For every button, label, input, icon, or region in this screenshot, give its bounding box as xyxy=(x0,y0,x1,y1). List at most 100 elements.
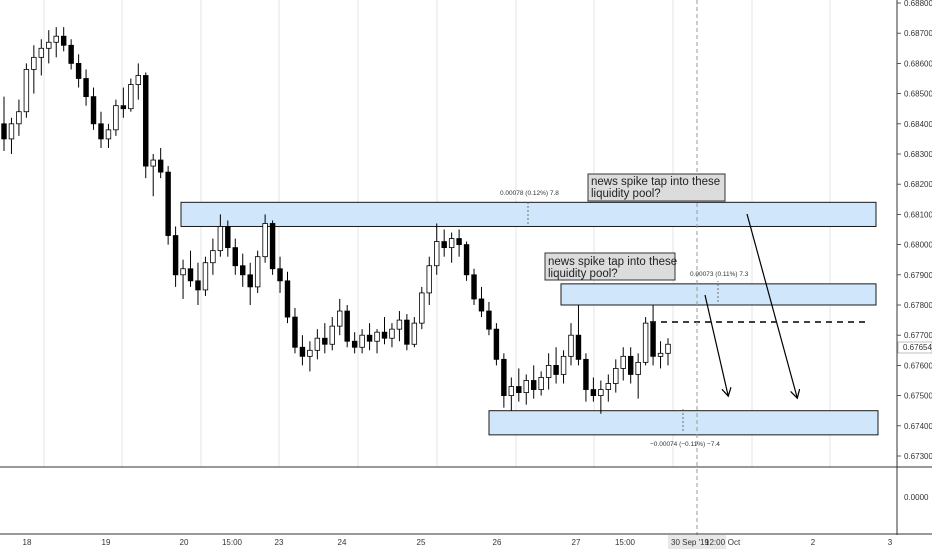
candle xyxy=(105,123,112,148)
candle-body xyxy=(225,226,231,249)
time-tick-label: 19 xyxy=(102,538,111,547)
price-tick-label: 0.68100 xyxy=(904,210,932,219)
price-tick-label: 0.68600 xyxy=(904,59,932,68)
candle xyxy=(269,220,276,275)
candle xyxy=(344,305,350,348)
candle xyxy=(426,256,432,305)
crosshair-time-highlight xyxy=(668,535,726,549)
candle-body xyxy=(463,244,470,276)
candle xyxy=(254,250,261,293)
measure-middle-label: 0.00073 (0.11%) 7.3 xyxy=(690,271,749,278)
annotation-label-upper[interactable]: news spike tap into these liquidity pool… xyxy=(587,173,726,202)
current-price-label: 0.67654 xyxy=(903,343,932,352)
time-tick-label: 23 xyxy=(275,538,284,547)
candle-body xyxy=(665,343,671,354)
candle-body xyxy=(411,322,418,345)
candle xyxy=(172,226,179,287)
time-tick-label: 15:00 xyxy=(615,538,636,547)
liquidity-zones xyxy=(180,201,879,436)
candle xyxy=(560,350,567,384)
projection-arrow-2 xyxy=(746,213,797,397)
crosshair-time-label: 12:00 xyxy=(705,538,726,547)
time-tick-label: Oct xyxy=(728,538,741,547)
candle xyxy=(404,314,410,351)
candle xyxy=(575,305,582,366)
time-axis[interactable]: 18 19 20 15:00 23 24 25 26 27 15:00 Oct 2 3 xyxy=(23,538,893,547)
candle xyxy=(98,111,104,148)
candle xyxy=(60,27,67,52)
candle-body xyxy=(16,111,22,125)
candle-body xyxy=(448,238,455,249)
price-tick-label: 0.68400 xyxy=(904,120,932,129)
candle xyxy=(650,305,656,366)
candle-body xyxy=(254,256,261,288)
price-axis[interactable]: 0.68800 0.68700 0.68600 0.68500 0.68400 0.683… xyxy=(897,0,932,461)
candle-body xyxy=(262,223,268,258)
time-tick-label: 25 xyxy=(417,538,426,547)
candle xyxy=(128,78,134,112)
price-tick-label: 0.68700 xyxy=(904,29,932,38)
candle xyxy=(508,377,515,411)
candle-body xyxy=(1,123,7,140)
time-tick-label: 27 xyxy=(572,538,581,547)
candle xyxy=(240,253,246,287)
candle-body xyxy=(351,340,358,348)
candle-body xyxy=(232,247,238,267)
candle-body xyxy=(575,334,582,360)
candle-body xyxy=(60,35,67,46)
candle xyxy=(299,335,306,366)
candle xyxy=(568,323,574,366)
candle-body xyxy=(157,159,164,173)
candle-body xyxy=(46,41,52,49)
price-tick-label: 0.67600 xyxy=(904,361,932,370)
annotation-label-middle[interactable]: news spike tap into these liquidity pool… xyxy=(544,252,677,281)
candle xyxy=(68,39,74,70)
candle-body xyxy=(568,334,574,357)
candle xyxy=(456,229,462,257)
candle-body xyxy=(240,265,246,276)
candle-body xyxy=(68,44,74,64)
candle-body xyxy=(8,123,15,140)
price-tick-label: 0.67400 xyxy=(904,422,932,431)
measure-upper-label: 0.00078 (0.12%) 7.8 xyxy=(500,190,559,197)
candle xyxy=(262,214,268,263)
time-tick-label: 24 xyxy=(338,538,347,547)
candle-body xyxy=(143,75,149,167)
candle xyxy=(411,317,418,348)
candle-body xyxy=(456,238,462,245)
candle-body xyxy=(135,75,142,85)
candle-body xyxy=(650,322,656,357)
candle xyxy=(374,329,380,354)
candle-body xyxy=(292,316,298,348)
candle xyxy=(366,323,373,351)
candle-body xyxy=(180,268,186,276)
price-tick-label: 0.67500 xyxy=(904,392,932,401)
price-tick-label: 0.68500 xyxy=(904,90,932,99)
candle xyxy=(463,241,470,281)
candle xyxy=(16,99,22,136)
candle xyxy=(598,380,604,414)
candle-body xyxy=(583,358,589,390)
candle-body xyxy=(530,380,537,390)
candle-body xyxy=(150,159,156,167)
candle xyxy=(157,147,164,179)
candle xyxy=(75,54,82,88)
candle xyxy=(120,87,127,118)
candle xyxy=(590,377,597,402)
annotation-upper-line1: news spike tap into these xyxy=(591,176,720,188)
candle xyxy=(478,286,485,318)
candle-body xyxy=(538,377,544,390)
candle-body xyxy=(187,268,194,282)
candle xyxy=(613,359,619,393)
candle xyxy=(225,220,231,257)
candle-body xyxy=(210,250,216,264)
candle xyxy=(545,353,552,390)
candle-body xyxy=(202,262,209,291)
time-tick-label: 2 xyxy=(811,538,816,547)
candle xyxy=(337,298,343,336)
candle-body xyxy=(299,346,306,357)
candle xyxy=(165,166,171,245)
candle-body xyxy=(620,355,626,369)
middle-liquidity-zone xyxy=(560,283,877,306)
